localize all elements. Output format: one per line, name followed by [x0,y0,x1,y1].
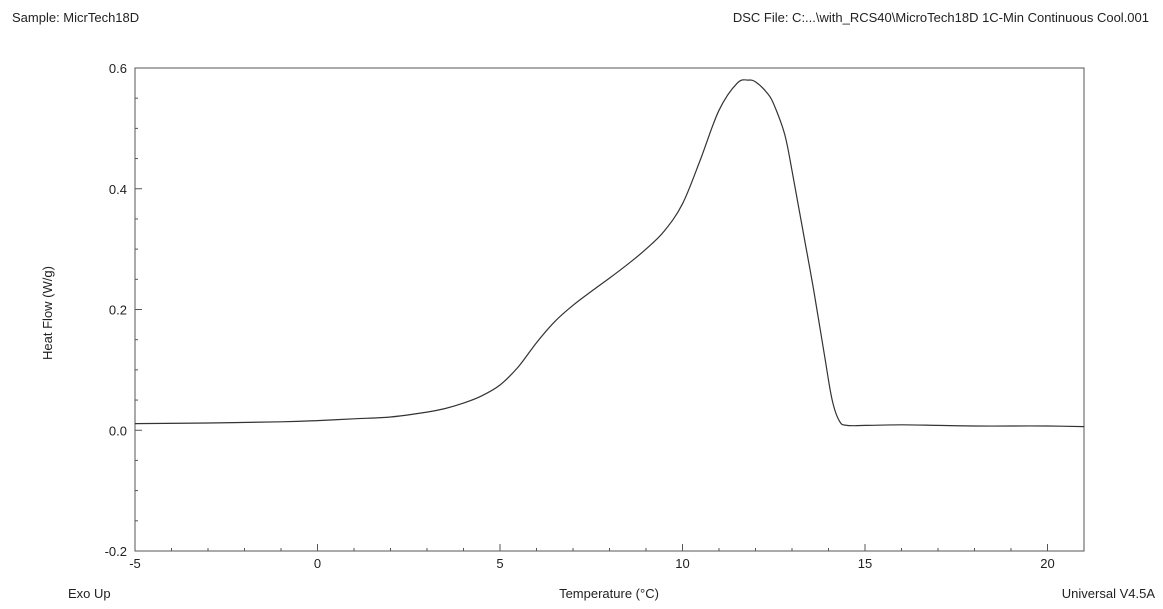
exo-up-label: Exo Up [68,586,111,601]
x-tick-label: 0 [314,556,321,571]
software-version-label: Universal V4.5A [1061,586,1155,601]
y-tick-label: 0.0 [109,423,127,438]
x-axis-label: Temperature (°C) [559,586,659,601]
plot-frame [134,67,1085,552]
y-tick-label: 0.2 [109,303,127,318]
heat-flow-series-line [134,79,1085,428]
y-tick-label: 0.6 [109,61,127,76]
sample-label: Sample: MicrTech18D [12,10,140,25]
x-tick-label: 20 [1040,556,1054,571]
y-tick-label: -0.2 [105,544,127,559]
x-tick-label: 10 [675,556,689,571]
axes-layer [134,67,1085,552]
x-tick-label: -5 [129,556,141,571]
x-tick-label: 15 [858,556,872,571]
ticks-layer: -5 0 5 10 15 20 -0.2 0.0 0.2 0.4 0.6 [105,61,1085,571]
x-tick-label: 5 [496,556,503,571]
dsc-file-label: DSC File: C:...\with_RCS40\MicroTech18D … [732,10,1149,25]
y-axis-label: Heat Flow (W/g) [40,266,55,360]
y-tick-label: 0.4 [109,182,127,197]
